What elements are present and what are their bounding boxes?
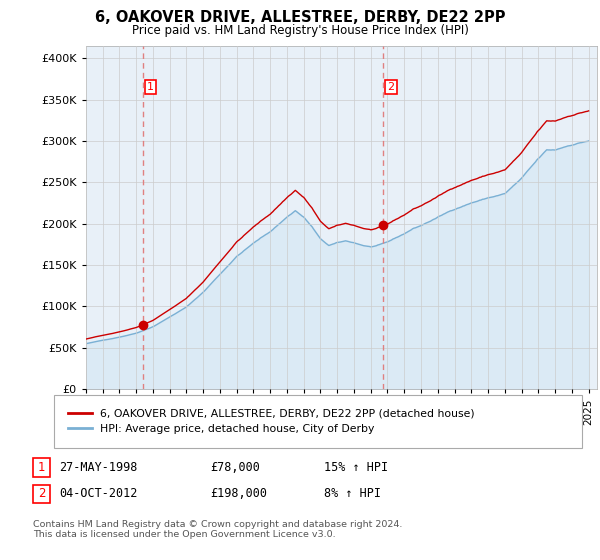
- Text: 27-MAY-1998: 27-MAY-1998: [59, 461, 137, 474]
- Legend: 6, OAKOVER DRIVE, ALLESTREE, DERBY, DE22 2PP (detached house), HPI: Average pric: 6, OAKOVER DRIVE, ALLESTREE, DERBY, DE22…: [65, 405, 478, 437]
- Text: 6, OAKOVER DRIVE, ALLESTREE, DERBY, DE22 2PP: 6, OAKOVER DRIVE, ALLESTREE, DERBY, DE22…: [95, 10, 505, 25]
- Text: 1: 1: [38, 461, 45, 474]
- Text: 8% ↑ HPI: 8% ↑ HPI: [324, 487, 381, 501]
- Text: Contains HM Land Registry data © Crown copyright and database right 2024.
This d: Contains HM Land Registry data © Crown c…: [33, 520, 403, 539]
- Text: 15% ↑ HPI: 15% ↑ HPI: [324, 461, 388, 474]
- Text: £78,000: £78,000: [210, 461, 260, 474]
- Text: 2: 2: [38, 487, 45, 501]
- Text: 04-OCT-2012: 04-OCT-2012: [59, 487, 137, 501]
- Text: Price paid vs. HM Land Registry's House Price Index (HPI): Price paid vs. HM Land Registry's House …: [131, 24, 469, 36]
- Text: 1: 1: [147, 82, 154, 92]
- Text: £198,000: £198,000: [210, 487, 267, 501]
- Text: 2: 2: [388, 82, 395, 92]
